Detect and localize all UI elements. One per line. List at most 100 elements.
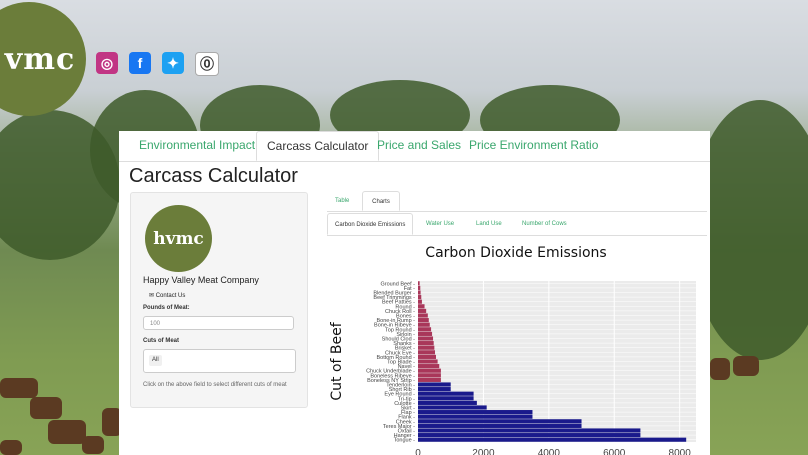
page-title: Carcass Calculator	[129, 165, 298, 187]
y-tick-label: Bone-in Rump -	[376, 318, 415, 324]
y-tick-label: Short Rib -	[389, 387, 415, 393]
bar	[418, 391, 474, 396]
brand-logo-text: vmc	[4, 41, 76, 77]
tab-number-of-cows[interactable]: Number of Cows	[522, 221, 567, 227]
tab-carcass-calculator[interactable]: Carcass Calculator	[256, 131, 380, 161]
tab-charts[interactable]: Charts	[362, 191, 400, 211]
x-tick-label: 0	[415, 448, 421, 455]
cuts-select[interactable]: All	[143, 349, 296, 373]
y-tick-label: Tenderloin -	[386, 383, 415, 389]
bar	[418, 318, 429, 323]
bar	[418, 336, 434, 341]
y-tick-label: Top Round -	[385, 327, 415, 333]
cuts-help-text: Click on the above field to select diffe…	[143, 382, 287, 388]
bar	[418, 285, 421, 290]
main-nav-tabs: Environmental Impact Carcass Calculator …	[119, 131, 710, 162]
tab-carbon-dioxide[interactable]: Carbon Dioxide Emissions	[327, 213, 414, 235]
sidebar-panel: hvmc Happy Valley Meat Company ✉ Contact…	[130, 192, 308, 408]
twitter-icon[interactable]: ✦	[162, 52, 184, 74]
y-tick-label: Bottom Round -	[376, 355, 415, 361]
main-panel: Environmental Impact Carcass Calculator …	[119, 131, 710, 455]
pounds-label: Pounds of Meat:	[143, 305, 190, 311]
bar	[418, 327, 432, 332]
y-tick-label: Boneless Ribeye -	[370, 373, 415, 379]
brand-logo[interactable]: vmc	[0, 2, 86, 116]
bar	[418, 341, 434, 346]
cuts-selected-value: All	[149, 355, 162, 366]
y-tick-label: Beef Trimmings -	[373, 295, 415, 301]
y-tick-label: Bones -	[396, 314, 415, 320]
bar	[418, 304, 425, 309]
y-tick-label: Should Clod -	[382, 337, 415, 343]
bar	[418, 290, 421, 295]
y-tick-label: Teres Major -	[383, 424, 415, 430]
y-tick-label: Chuck Underblade -	[366, 369, 415, 375]
cuts-label: Cuts of Meat	[143, 338, 179, 344]
tab-environmental-impact[interactable]: Environmental Impact	[139, 138, 256, 152]
y-tick-label: Fat -	[404, 286, 415, 292]
y-tick-label: Oxtail -	[398, 429, 416, 435]
app-icon[interactable]: ⓪	[195, 52, 219, 76]
tab-water-use[interactable]: Water Use	[426, 221, 455, 227]
emissions-chart: Carbon Dioxide Emissions 0 2000 4000 6000 800…	[329, 245, 696, 455]
chart-title: Carbon Dioxide Emissions	[425, 245, 606, 261]
bar	[418, 345, 435, 350]
y-tick-label: Top Blade -	[387, 360, 415, 366]
y-tick-label: Shanks -	[393, 341, 415, 347]
bar	[418, 373, 441, 378]
contact-link[interactable]: ✉ Contact Us	[149, 292, 185, 299]
company-logo-text: hvmc	[153, 228, 204, 249]
bar	[418, 322, 430, 327]
divider	[327, 235, 707, 236]
y-tick-label: Round -	[395, 304, 415, 310]
bar	[418, 308, 427, 313]
y-tick-label: Chuck Roll -	[385, 309, 415, 315]
bar	[418, 295, 422, 300]
x-tick-label: 4000	[538, 448, 561, 455]
facebook-icon[interactable]: f	[129, 52, 151, 74]
bar	[418, 313, 428, 318]
y-tick-label: Brisket -	[395, 346, 415, 352]
instagram-icon[interactable]: ◎	[96, 52, 118, 74]
tab-price-and-sales[interactable]: Price and Sales	[377, 138, 462, 152]
y-tick-label: Cheek -	[396, 419, 415, 425]
bar	[418, 433, 641, 438]
bar	[418, 364, 440, 369]
bar	[418, 419, 582, 424]
company-name: Happy Valley Meat Company	[143, 275, 259, 285]
envelope-icon: ✉	[149, 293, 156, 299]
x-tick-label: 6000	[603, 448, 626, 455]
contact-label: Contact Us	[155, 293, 186, 299]
y-tick-label: Flap -	[401, 410, 415, 416]
bar	[418, 382, 451, 387]
y-tick-label: Ground Beef -	[380, 281, 415, 287]
y-axis-label: Cut of Beef	[329, 321, 345, 400]
bar	[418, 350, 436, 355]
bar	[418, 410, 533, 415]
y-tick-label: Beef Patties -	[382, 300, 415, 306]
bar	[418, 387, 451, 392]
y-tick-label: Boneless NY Strip -	[367, 378, 415, 384]
x-tick-label: 2000	[472, 448, 495, 455]
pounds-input[interactable]: 100	[143, 316, 294, 330]
bar	[418, 400, 477, 405]
bar	[418, 396, 474, 401]
y-tick-label: Bone-in Ribeye -	[374, 323, 415, 329]
y-tick-label: Tri-tip -	[398, 396, 415, 402]
company-logo: hvmc	[145, 205, 212, 272]
bar	[418, 437, 687, 442]
bar	[418, 428, 641, 433]
bar	[418, 405, 487, 410]
y-tick-label: Eye Round -	[384, 392, 415, 398]
tab-price-environment-ratio[interactable]: Price Environment Ratio	[469, 138, 599, 152]
bar	[418, 414, 533, 419]
y-tick-label: Flank -	[398, 415, 415, 421]
x-tick-label: 8000	[669, 448, 692, 455]
y-tick-label: Chuck Eye -	[385, 350, 415, 356]
tab-table[interactable]: Table	[335, 198, 350, 204]
y-tick-label: Tongue -	[394, 438, 416, 444]
tab-land-use[interactable]: Land Use	[476, 221, 502, 227]
bar	[418, 368, 441, 373]
y-tick-label: Navel -	[398, 364, 416, 370]
bar	[418, 354, 436, 359]
